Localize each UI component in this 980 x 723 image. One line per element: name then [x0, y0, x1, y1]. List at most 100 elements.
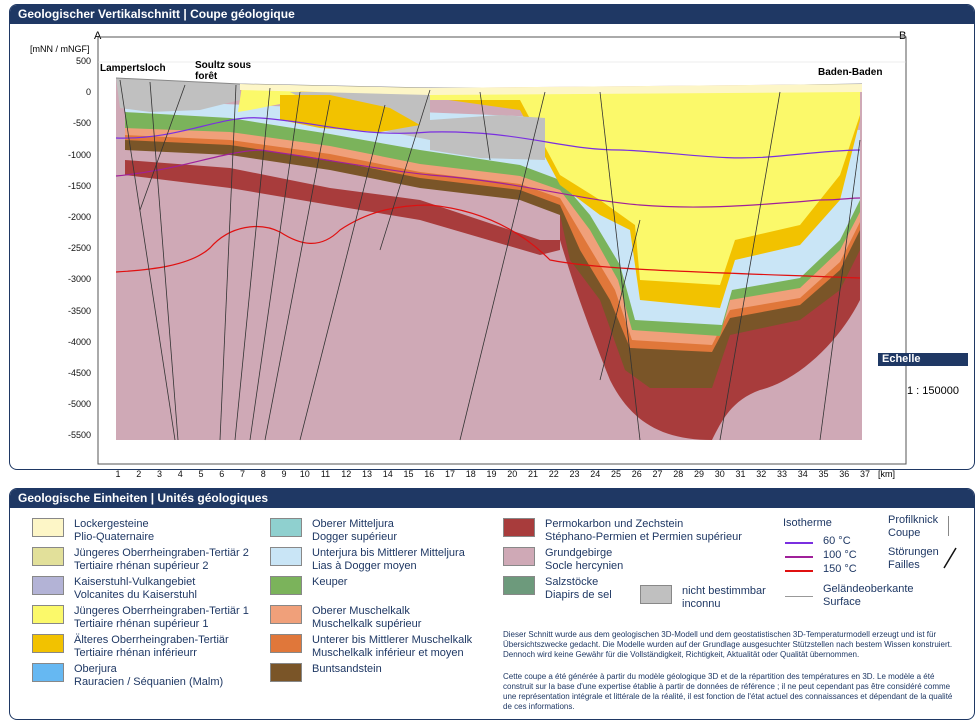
- x-tick-label: 2: [136, 469, 142, 479]
- isotherm-swatch: [785, 542, 813, 544]
- x-tick-label: 20: [507, 469, 518, 479]
- legend-label-fr: Tertiaire rhénan supérieur 2: [74, 560, 209, 572]
- y-tick-label: -3500: [67, 305, 91, 316]
- legend-item: Jüngeres Oberrheingraben-Tertiär 2 Tertia…: [32, 547, 249, 573]
- legend-item: Salzstöcke Diapirs de sel: [503, 576, 612, 602]
- legend-label-fr: Rauracien / Séquanien (Malm): [74, 676, 224, 688]
- x-tick-label: 26: [631, 469, 642, 479]
- legend-label-de: Jüngeres Oberrheingraben-Tertiär 2: [74, 547, 249, 559]
- profilknick-de: Profilknick: [888, 514, 939, 526]
- x-tick-label: 7: [239, 469, 245, 479]
- x-tick-label: 31: [735, 469, 746, 479]
- isotherm-swatch: [785, 570, 813, 572]
- y-tick-label: -500: [72, 118, 91, 129]
- legend-swatch: [270, 547, 302, 566]
- legend-label-de: Permokarbon und Zechstein: [545, 518, 684, 530]
- profilknick-symbol: [948, 516, 949, 536]
- tertiaire-inferieur-west: [280, 95, 420, 132]
- y-tick-label: -4000: [67, 336, 91, 347]
- place-baden: Baden-Baden: [818, 67, 883, 78]
- legend-item: Jüngeres Oberrheingraben-Tertiär 1 Tertia…: [32, 605, 249, 631]
- faults-label: Störungen Failles: [888, 546, 939, 572]
- legend-unknown-de: nicht bestimmbar: [682, 585, 766, 597]
- x-tick-label: 21: [527, 469, 538, 479]
- legend-swatch: [32, 547, 64, 566]
- x-tick-label: 29: [693, 469, 704, 479]
- y-tick-label: -4500: [67, 368, 91, 378]
- scale-value: 1 : 150000: [907, 385, 959, 397]
- x-tick-label: 4: [177, 469, 183, 479]
- legend-swatch: [32, 518, 64, 537]
- legend-swatch: [640, 585, 672, 604]
- surface-label: Geländeoberkante Surface: [823, 583, 914, 609]
- isotherm-60: [115, 117, 861, 159]
- tertiaire-superieur-1-unit: [430, 85, 860, 285]
- legend-unknown: nicht bestimmbar inconnu: [640, 585, 766, 611]
- legend-item: Oberjura Rauracien / Séquanien (Malm): [32, 663, 223, 689]
- legend-swatch: [270, 634, 302, 653]
- legend-swatch: [270, 605, 302, 624]
- legend-label-de: Buntsandstein: [312, 663, 382, 675]
- x-tick-label: 16: [424, 469, 435, 479]
- y-unit-label: [mNN / mNGF]: [30, 44, 90, 54]
- x-tick-label: 10: [299, 469, 310, 479]
- x-tick-label: 35: [818, 469, 829, 479]
- legend-swatch: [503, 518, 535, 537]
- legend-title: Geologische Einheiten | Unités géologiqu…: [10, 489, 974, 508]
- legend-label-fr: Muschelkalk supérieur: [312, 618, 422, 630]
- legend-item: Unterer bis Mittlerer Muschelkalk Muschel…: [270, 634, 472, 660]
- legend-label-de: Oberer Muschelkalk: [312, 605, 410, 617]
- legend-label-fr: Lias à Dogger moyen: [312, 560, 417, 572]
- legend-item: Kaiserstuhl-Vulkangebiet Volcanites du Ka…: [32, 576, 197, 602]
- legend-label-de: Kaiserstuhl-Vulkangebiet: [74, 576, 196, 588]
- y-tick-label: -5000: [67, 399, 91, 410]
- y-tick-label: 0: [85, 87, 91, 98]
- profilknick-fr: Coupe: [888, 527, 921, 539]
- y-tick-label: -1000: [67, 149, 91, 160]
- x-tick-label: 8: [260, 469, 266, 479]
- legend-label-fr: Tertiaire rhénan inférieurr: [74, 647, 197, 659]
- legend-label-de: Unterer bis Mittlerer Muschelkalk: [312, 634, 473, 646]
- y-tick-label: -2500: [67, 243, 91, 254]
- permokarbon-west-band: [125, 160, 560, 255]
- place-lampertsloch: Lampertsloch: [100, 63, 166, 74]
- legend-label-de: Salzstöcke: [545, 576, 599, 588]
- legend-item: Keuper: [270, 576, 347, 595]
- legend-label-de: Unterjura bis Mittlerer Mitteljura: [312, 547, 465, 559]
- x-tick-label: 6: [219, 469, 225, 479]
- isotherm-label: 150 °C: [823, 563, 857, 575]
- legend-label-fr: Socle hercynien: [545, 560, 624, 572]
- disclaimer-de: Dieser Schnitt wurde aus dem geologische…: [503, 630, 953, 659]
- x-tick-label: 15: [403, 469, 414, 479]
- legend-swatch: [503, 576, 535, 595]
- x-tick-label: 27: [652, 469, 663, 479]
- x-tick-label: 5: [198, 469, 204, 479]
- place-soultz: Soultz sous forêt: [195, 60, 252, 82]
- x-tick-label: 37: [859, 469, 870, 479]
- legend-label-fr: Muschelkalk inférieur et moyen: [312, 647, 464, 659]
- fault-lines: [119, 79, 861, 441]
- legend-label-de: Keuper: [312, 576, 348, 588]
- section-title: Geologischer Vertikalschnitt | Coupe géo…: [10, 5, 974, 24]
- disclaimer-fr: Cette coupe a été générée à partir du mo…: [503, 672, 953, 711]
- x-tick-label: 24: [590, 469, 601, 479]
- legend-label-de: Oberjura: [74, 663, 117, 675]
- legend-label-de: Jüngeres Oberrheingraben-Tertiär 1: [74, 605, 249, 617]
- x-tick-label: 28: [673, 469, 684, 479]
- legend-label-fr: Diapirs de sel: [545, 589, 612, 601]
- y-tick-label: 500: [75, 56, 91, 66]
- x-tick-label: 9: [281, 469, 287, 479]
- x-tick-label: 36: [839, 469, 850, 479]
- x-tick-label: 3: [156, 469, 162, 479]
- x-tick-label: 23: [569, 469, 580, 479]
- x-unit-label: [km]: [878, 469, 895, 479]
- y-tick-label: -2000: [67, 212, 91, 222]
- legend-swatch: [270, 663, 302, 682]
- legend-label-de: Älteres Oberrheingraben-Tertiär: [74, 634, 229, 646]
- legend-item: Permokarbon und Zechstein Stéphano-Permie…: [503, 518, 742, 544]
- x-tick-label: 13: [361, 469, 372, 479]
- legend-label-de: Oberer Mitteljura: [312, 518, 394, 530]
- isotherm-100: [115, 149, 861, 208]
- x-tick-label: 19: [486, 469, 497, 479]
